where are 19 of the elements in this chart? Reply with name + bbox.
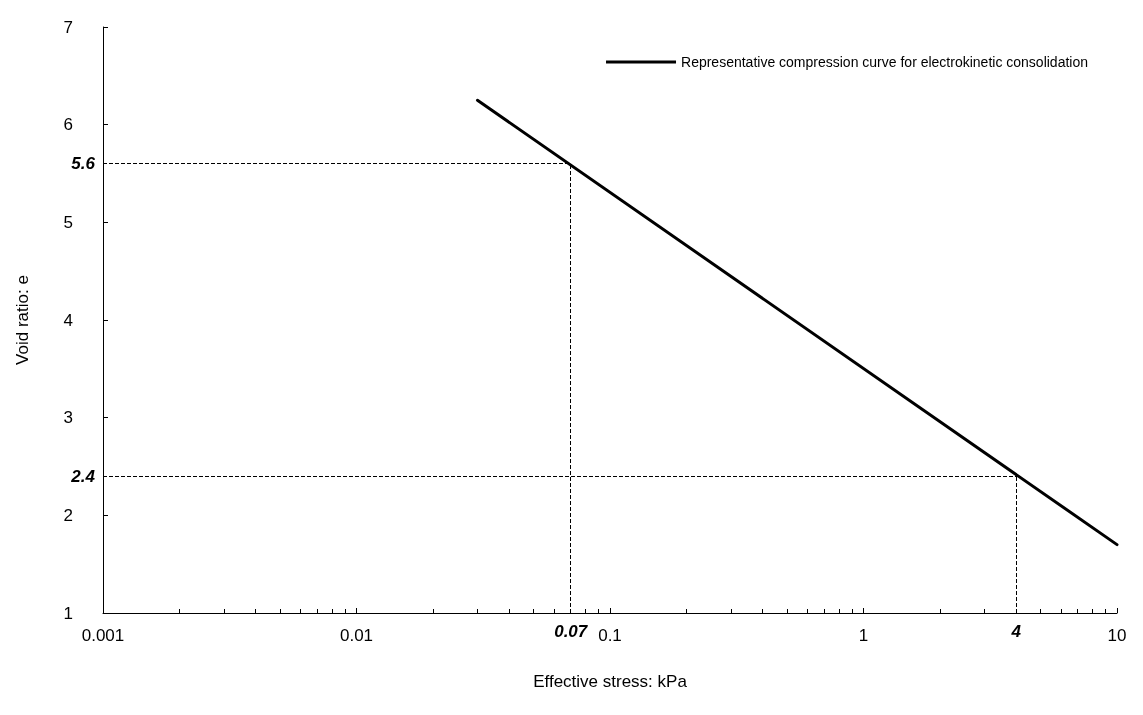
x-tick-label: 10: [1107, 626, 1127, 645]
legend-label: Representative compression curve for electrokinetic consolidation: [681, 54, 1089, 70]
ref-line-label: 0.07: [554, 622, 589, 641]
y-tick-label: 2: [63, 505, 73, 525]
ref-line-label: 5.6: [71, 154, 96, 174]
y-tick-label: 7: [63, 17, 73, 37]
x-tick-label: 0.1: [598, 626, 622, 645]
y-tick-label: 3: [63, 408, 73, 428]
x-axis-title: Effective stress: kPa: [533, 672, 688, 691]
y-axis-title: Void ratio: e: [13, 275, 32, 365]
y-tick-label: 4: [63, 310, 73, 330]
ref-line-label: 4: [1010, 622, 1022, 641]
x-tick-label: 0.001: [81, 626, 125, 645]
x-tick-label: 0.01: [339, 626, 374, 645]
x-tick-label: 1: [858, 626, 869, 645]
y-tick-label: 6: [63, 115, 73, 135]
ref-line-label: 2.4: [70, 466, 96, 486]
y-tick-label: 1: [63, 603, 73, 623]
y-tick-label: 5: [63, 212, 73, 232]
